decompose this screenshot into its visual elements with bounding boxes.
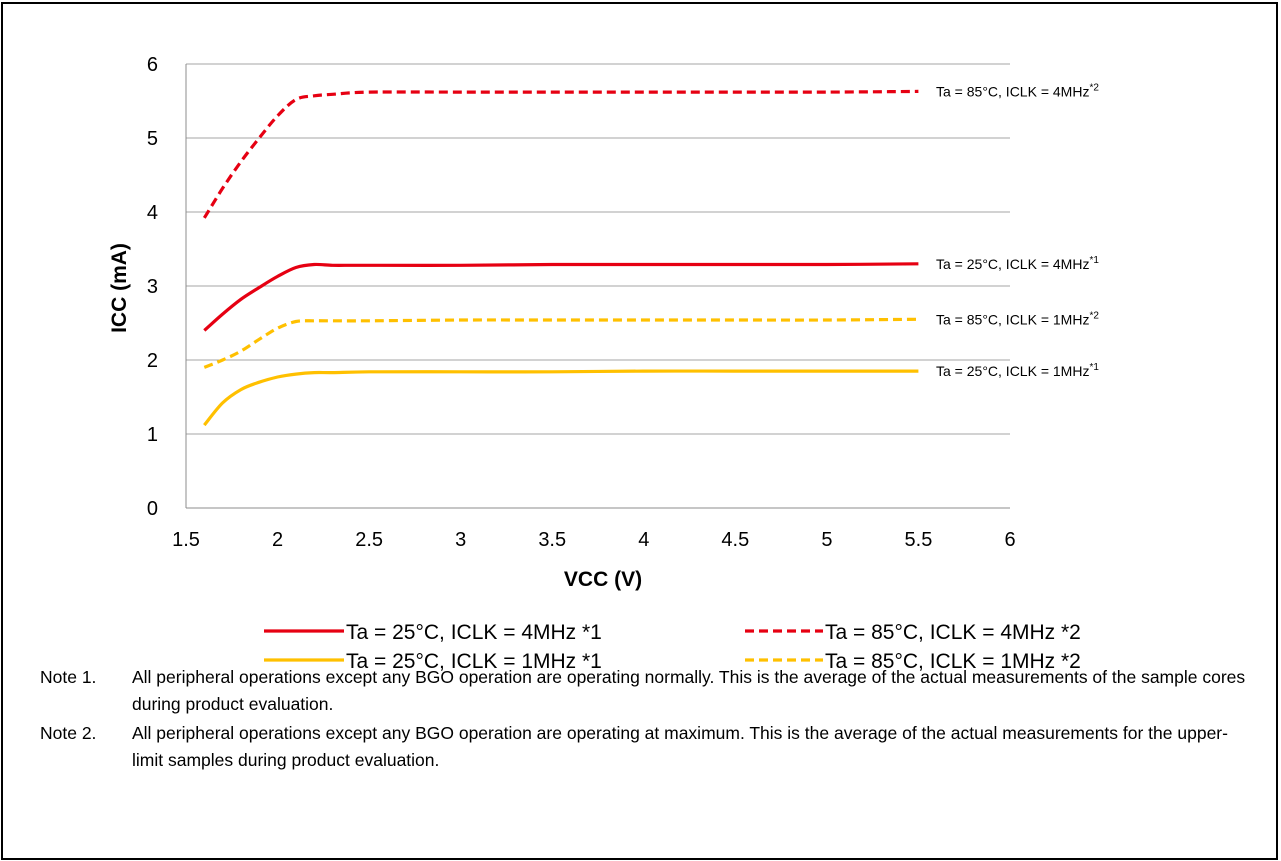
note-2-text: All peripheral operations except any BGO… [132, 723, 1228, 770]
legend: Ta = 25°C, ICLK = 4MHz *1 Ta = 85°C, ICLK… [264, 621, 1081, 673]
series-line-25c-4mhz [203, 262, 919, 332]
y-tick-0: 0 [147, 498, 158, 520]
y-tick-2: 2 [147, 350, 158, 372]
end-label-25c-4mhz: Ta = 25°C, ICLK = 4MHz*1 [936, 255, 1099, 272]
x-tick-1.5: 1.5 [172, 529, 200, 551]
end-label-85c-4mhz: Ta = 85°C, ICLK = 4MHz*2 [936, 82, 1099, 99]
y-tick-3: 3 [147, 276, 158, 298]
series-end-labels: Ta = 25°C, ICLK = 4MHz*1 Ta = 85°C, ICLK … [936, 82, 1099, 379]
series-lines [202, 89, 919, 427]
series-line-85c-1mhz [203, 317, 919, 369]
x-tick-5.5: 5.5 [905, 529, 933, 551]
y-axis-title: ICC (mA) [108, 243, 131, 333]
y-tick-5: 5 [147, 128, 158, 150]
y-tick-6: 6 [147, 54, 158, 76]
grid-lines [186, 63, 1010, 435]
y-tick-1: 1 [147, 424, 158, 446]
note-1-text: All peripheral operations except any BGO… [132, 667, 1246, 714]
x-tick-labels: 1.5 2 2.5 3 3.5 4 4.5 5 5.5 6 [172, 529, 1015, 551]
x-tick-4: 4 [638, 529, 649, 551]
x-tick-2: 2 [272, 529, 283, 551]
legend-label-25c-1mhz: Ta = 25°C, ICLK = 1MHz *1 [346, 650, 602, 673]
legend-label-85c-1mhz: Ta = 85°C, ICLK = 1MHz *2 [825, 650, 1081, 673]
x-tick-5: 5 [821, 529, 832, 551]
note-2-number: Note 2. [40, 723, 97, 743]
x-tick-3.5: 3.5 [538, 529, 566, 551]
axes [185, 64, 1010, 509]
series-line-85c-4mhz [202, 89, 919, 219]
end-label-85c-1mhz: Ta = 85°C, ICLK = 1MHz*2 [936, 310, 1099, 327]
x-tick-4.5: 4.5 [721, 529, 749, 551]
end-label-25c-1mhz: Ta = 25°C, ICLK = 1MHz*1 [936, 362, 1099, 379]
x-tick-6: 6 [1004, 529, 1015, 551]
legend-label-85c-4mhz: Ta = 85°C, ICLK = 4MHz *2 [825, 621, 1081, 644]
y-tick-labels: 0 1 2 3 4 5 6 [147, 54, 158, 520]
series-line-25c-1mhz [203, 369, 919, 427]
x-axis-title: VCC (V) [564, 568, 642, 591]
x-tick-3: 3 [455, 529, 466, 551]
note-1-number: Note 1. [40, 667, 97, 687]
y-tick-4: 4 [147, 202, 158, 224]
legend-label-25c-4mhz: Ta = 25°C, ICLK = 4MHz *1 [346, 621, 602, 644]
x-tick-2.5: 2.5 [355, 529, 383, 551]
